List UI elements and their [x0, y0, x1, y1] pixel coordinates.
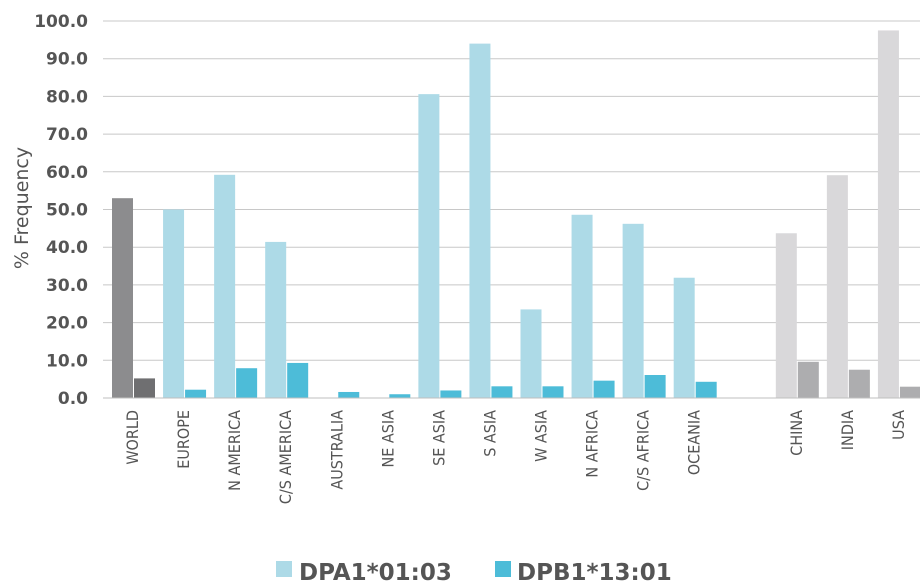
bar-dpa1: [214, 174, 236, 398]
bar-dpb1: [338, 391, 360, 398]
bar-dpb1: [287, 362, 309, 398]
y-tick-label: 50.0: [46, 201, 88, 221]
bar-dpb1: [236, 368, 258, 398]
y-tick-label: 30.0: [46, 276, 88, 296]
bar-dpb1: [440, 390, 462, 398]
bar-dpb1: [848, 369, 870, 398]
bar-dpb1: [134, 378, 155, 398]
bar-dpa1: [877, 30, 899, 399]
bar-dpa1: [520, 309, 542, 398]
y-tick-label: 80.0: [46, 87, 88, 107]
y-tick-label: 60.0: [46, 163, 88, 183]
bar-dpa1: [112, 198, 133, 398]
gridlines: [103, 20, 920, 361]
x-category-label: S ASIA: [480, 410, 499, 457]
x-category-label: WORLD: [123, 410, 142, 465]
bar-dpa1: [418, 94, 440, 398]
x-category-label: N AFRICA: [583, 410, 602, 478]
x-category-label: W ASIA: [532, 410, 551, 462]
bar-dpb1: [542, 386, 564, 398]
legend: DPA1*01:03 DPB1*13:01: [276, 560, 672, 583]
y-axis-title: % Frequency: [11, 147, 33, 269]
bar-dpa1: [469, 43, 491, 399]
x-category-label: OCEANIA: [685, 410, 704, 475]
bar-dpa1: [826, 175, 848, 398]
y-tick-label: 20.0: [46, 314, 88, 334]
bar-dpb1: [491, 386, 513, 398]
x-category-label: USA: [889, 410, 908, 440]
x-category-label: N AMERICA: [225, 410, 244, 491]
legend-label-dpb1: DPB1*13:01: [517, 560, 672, 583]
x-category-label: C/S AMERICA: [276, 410, 295, 504]
x-category-label: SE ASIA: [429, 410, 448, 466]
y-axis-ticks: 0.0 10.0 20.0 30.0 40.0 50.0 60.0 70.0 80.0 90.0 1…: [34, 12, 88, 409]
y-tick-label: 90.0: [46, 50, 88, 70]
x-axis-labels: WORLD EUROPE N AMERICA C/S AMERICA AUSTRALIA…: [123, 410, 908, 504]
bar-dpb1: [899, 386, 920, 398]
bar-dpa1: [775, 233, 797, 398]
x-category-label: NE ASIA: [378, 410, 397, 468]
x-category-label: C/S AFRICA: [634, 410, 653, 491]
legend-swatch-dpb1: [495, 561, 511, 577]
x-category-label: INDIA: [838, 410, 857, 450]
bars: [112, 30, 920, 399]
bar-dpb1: [185, 389, 207, 398]
y-tick-label: 40.0: [46, 238, 88, 258]
legend-swatch-dpa1: [276, 561, 292, 577]
legend-label-dpa1: DPA1*01:03: [299, 560, 452, 583]
bar-dpa1: [673, 277, 695, 398]
y-tick-label: 70.0: [46, 125, 88, 145]
y-tick-label: 100.0: [34, 12, 88, 32]
bar-dpb1: [644, 375, 666, 398]
y-tick-label: 10.0: [46, 351, 88, 371]
x-category-label: EUROPE: [174, 410, 193, 469]
bar-dpa1: [163, 209, 185, 398]
bar-dpa1: [622, 223, 644, 398]
x-category-label: AUSTRALIA: [327, 410, 346, 490]
bar-dpa1: [571, 214, 593, 398]
bar-dpb1: [389, 394, 411, 398]
bar-dpa1: [265, 241, 287, 398]
bar-dpb1: [695, 381, 717, 398]
y-tick-label: 0.0: [58, 389, 88, 409]
bar-dpb1: [593, 380, 615, 398]
x-category-label: CHINA: [787, 410, 806, 456]
bar-dpb1: [797, 361, 819, 398]
